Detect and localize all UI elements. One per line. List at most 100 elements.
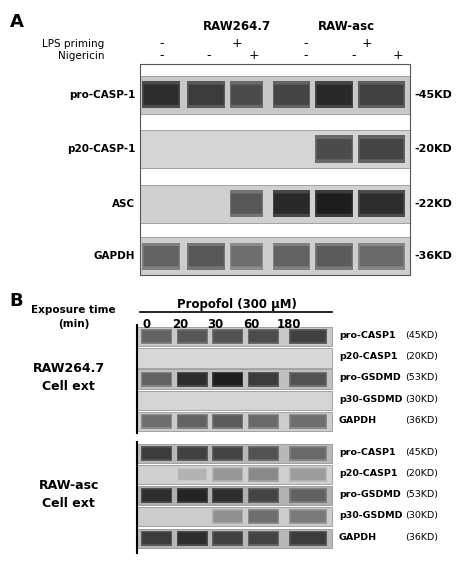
Bar (273, 190, 310, 217)
Bar (212, 446, 243, 461)
Text: Propofol (300 μM): Propofol (300 μM) (177, 298, 297, 311)
Bar (289, 467, 327, 482)
Bar (177, 488, 208, 503)
Bar (212, 467, 243, 482)
FancyBboxPatch shape (142, 532, 171, 544)
Text: 0: 0 (143, 318, 151, 331)
Text: -: - (303, 37, 308, 50)
Bar (289, 488, 327, 503)
Text: +: + (362, 37, 373, 50)
Text: GAPDH: GAPDH (339, 532, 377, 542)
Bar (177, 414, 208, 429)
FancyBboxPatch shape (317, 85, 352, 105)
Text: 30: 30 (208, 318, 224, 331)
Bar (212, 531, 243, 546)
FancyBboxPatch shape (213, 532, 242, 544)
FancyBboxPatch shape (189, 85, 224, 105)
FancyBboxPatch shape (144, 246, 179, 266)
Bar (141, 414, 172, 429)
Bar (358, 243, 405, 270)
Bar (177, 329, 208, 344)
FancyBboxPatch shape (178, 415, 207, 427)
Text: p20-CASP1: p20-CASP1 (339, 469, 397, 478)
FancyBboxPatch shape (213, 511, 242, 522)
FancyBboxPatch shape (213, 490, 242, 501)
FancyBboxPatch shape (360, 194, 403, 214)
Text: p20-CASP-1: p20-CASP-1 (67, 144, 135, 154)
Bar (141, 488, 172, 503)
Text: (30KD): (30KD) (405, 511, 438, 520)
Text: RAW-asc
Cell ext: RAW-asc Cell ext (38, 479, 99, 510)
FancyBboxPatch shape (178, 490, 207, 501)
FancyBboxPatch shape (291, 448, 326, 459)
Bar (177, 446, 208, 461)
FancyBboxPatch shape (231, 194, 262, 214)
Bar (358, 81, 405, 108)
Bar (137, 529, 332, 548)
FancyBboxPatch shape (178, 532, 207, 544)
FancyBboxPatch shape (213, 469, 242, 480)
FancyBboxPatch shape (249, 511, 278, 522)
FancyBboxPatch shape (213, 373, 242, 385)
Bar (315, 81, 353, 108)
FancyBboxPatch shape (317, 194, 352, 214)
Text: GAPDH: GAPDH (93, 251, 135, 261)
Text: -: - (303, 49, 308, 62)
Bar (230, 243, 263, 270)
FancyBboxPatch shape (291, 469, 326, 480)
Bar (142, 81, 180, 108)
FancyBboxPatch shape (249, 448, 278, 459)
Bar (137, 349, 332, 368)
Text: p20-CASP1: p20-CASP1 (339, 352, 397, 362)
FancyBboxPatch shape (189, 246, 224, 266)
Bar (137, 486, 332, 505)
Text: +: + (248, 49, 259, 62)
Bar (142, 243, 180, 270)
Bar (141, 446, 172, 461)
Text: -: - (159, 49, 164, 62)
Bar (273, 81, 310, 108)
Bar (289, 446, 327, 461)
Text: Exposure time
(min): Exposure time (min) (31, 305, 116, 329)
Bar (289, 329, 327, 344)
Text: p30-GSDMD: p30-GSDMD (339, 511, 402, 520)
Text: (53KD): (53KD) (405, 490, 438, 499)
FancyBboxPatch shape (274, 85, 309, 105)
Bar (137, 464, 332, 484)
Bar (230, 190, 263, 217)
Text: A: A (9, 13, 23, 31)
Text: pro-CASP1: pro-CASP1 (339, 331, 395, 340)
FancyBboxPatch shape (317, 139, 352, 159)
FancyBboxPatch shape (249, 469, 278, 480)
Text: -: - (159, 37, 164, 50)
FancyBboxPatch shape (213, 448, 242, 459)
Bar (212, 488, 243, 503)
Bar (289, 414, 327, 429)
Text: -: - (351, 49, 356, 62)
Bar (140, 184, 410, 222)
FancyBboxPatch shape (213, 415, 242, 427)
Text: -45KD: -45KD (415, 90, 453, 100)
Bar (137, 412, 332, 431)
Bar (212, 414, 243, 429)
FancyBboxPatch shape (360, 85, 403, 105)
Text: -20KD: -20KD (415, 144, 453, 154)
FancyBboxPatch shape (144, 85, 179, 105)
Text: ASC: ASC (112, 198, 135, 209)
Text: -36KD: -36KD (415, 251, 453, 261)
FancyBboxPatch shape (249, 532, 278, 544)
Bar (212, 329, 243, 344)
FancyBboxPatch shape (213, 331, 242, 342)
Bar (289, 531, 327, 546)
Text: pro-CASP1: pro-CASP1 (339, 448, 395, 457)
Bar (140, 75, 410, 113)
FancyBboxPatch shape (142, 373, 171, 385)
FancyBboxPatch shape (142, 490, 171, 501)
Bar (248, 371, 279, 387)
FancyBboxPatch shape (249, 331, 278, 342)
Bar (230, 81, 263, 108)
Bar (248, 446, 279, 461)
Bar (140, 64, 410, 275)
Text: (36KD): (36KD) (405, 532, 438, 542)
FancyBboxPatch shape (291, 532, 326, 544)
